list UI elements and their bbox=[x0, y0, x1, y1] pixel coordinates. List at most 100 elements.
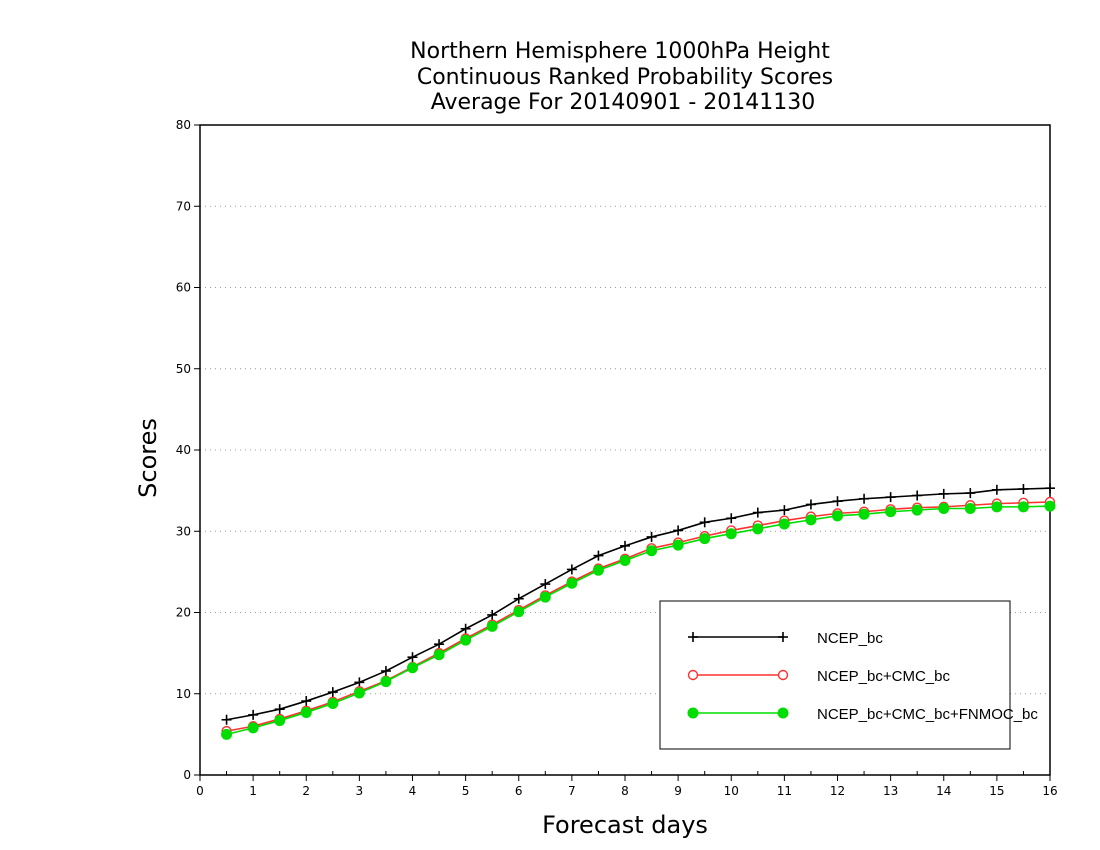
y-tick-label: 20 bbox=[176, 606, 191, 620]
chart-title-line-2: Continuous Ranked Probability Scores bbox=[417, 65, 833, 90]
x-tick-label: 1 bbox=[249, 784, 257, 798]
x-tick-label: 0 bbox=[196, 784, 204, 798]
data-point bbox=[486, 620, 498, 632]
y-axis-label: Scores bbox=[134, 418, 162, 498]
data-point bbox=[858, 508, 870, 520]
data-point bbox=[247, 722, 259, 734]
data-point bbox=[726, 513, 737, 524]
data-point bbox=[301, 696, 312, 707]
data-point bbox=[991, 484, 1002, 495]
data-point bbox=[805, 514, 817, 526]
data-point bbox=[912, 490, 923, 501]
data-point bbox=[885, 506, 897, 518]
data-point bbox=[752, 523, 764, 535]
data-point bbox=[407, 652, 418, 663]
data-point bbox=[300, 706, 312, 718]
x-tick-label: 8 bbox=[621, 784, 629, 798]
legend-marker bbox=[687, 707, 699, 719]
data-point bbox=[353, 687, 365, 699]
x-tick-label: 4 bbox=[409, 784, 417, 798]
data-point bbox=[487, 609, 498, 620]
data-point bbox=[566, 564, 577, 575]
legend-marker bbox=[688, 632, 698, 642]
chart-title-line-1: Northern Hemisphere 1000hPa Height bbox=[410, 39, 830, 64]
x-tick-label: 6 bbox=[515, 784, 523, 798]
data-point bbox=[221, 714, 232, 725]
chart-title-line-3: Average For 20140901 - 20141130 bbox=[431, 90, 816, 115]
data-point bbox=[380, 666, 391, 676]
legend-label: NCEP_bc+CMC_bc bbox=[817, 668, 950, 685]
data-point bbox=[354, 677, 365, 688]
data-point bbox=[540, 579, 551, 590]
data-point bbox=[513, 593, 524, 604]
y-tick-label: 40 bbox=[176, 443, 191, 457]
legend-marker bbox=[777, 707, 789, 719]
y-tick-label: 0 bbox=[183, 768, 191, 782]
data-point bbox=[513, 606, 525, 618]
data-point bbox=[646, 545, 658, 557]
data-point bbox=[620, 540, 630, 551]
data-point bbox=[805, 499, 816, 510]
data-point bbox=[911, 504, 923, 516]
y-tick-label: 70 bbox=[176, 199, 191, 213]
data-point bbox=[1044, 500, 1056, 512]
data-point bbox=[965, 488, 976, 499]
grid-lines bbox=[200, 205, 1050, 695]
data-point bbox=[1018, 484, 1029, 494]
y-tick-label: 80 bbox=[176, 118, 191, 132]
data-point bbox=[327, 698, 339, 709]
x-axis-label: Forecast days bbox=[542, 811, 708, 839]
series-1 bbox=[221, 483, 1055, 725]
data-point bbox=[885, 492, 896, 503]
legend-entries: NCEP_bc NCEP_bc+CMC_bc NCEP_bc+CMC_bc+FNMO… bbox=[687, 630, 1038, 723]
data-point bbox=[725, 528, 737, 540]
y-tick-label: 60 bbox=[176, 281, 191, 295]
series-3 bbox=[221, 500, 1056, 740]
data-point bbox=[779, 505, 790, 516]
data-point bbox=[859, 493, 870, 504]
y-tick-label: 10 bbox=[176, 687, 191, 701]
x-tick-label: 14 bbox=[936, 784, 951, 798]
data-point bbox=[327, 687, 338, 698]
x-tick-label: 12 bbox=[830, 784, 845, 798]
data-point bbox=[938, 488, 949, 499]
data-point bbox=[592, 564, 604, 576]
x-tick-label: 11 bbox=[777, 784, 792, 798]
data-point bbox=[964, 503, 976, 514]
data-point bbox=[619, 555, 631, 566]
x-tick-label: 16 bbox=[1042, 784, 1057, 798]
x-tick-label: 2 bbox=[302, 784, 310, 798]
data-point bbox=[646, 531, 657, 542]
data-point bbox=[460, 634, 472, 646]
data-point bbox=[991, 501, 1003, 513]
x-tick-label: 9 bbox=[674, 784, 682, 798]
legend: NCEP_bc NCEP_bc+CMC_bc NCEP_bc+CMC_bc+FNMO… bbox=[659, 600, 1038, 750]
data-point bbox=[778, 518, 790, 530]
data-point bbox=[938, 503, 950, 514]
data-point bbox=[434, 639, 445, 650]
x-tick-label: 7 bbox=[568, 784, 576, 798]
legend-label: NCEP_bc+CMC_bc+FNMOC_bc bbox=[817, 706, 1038, 723]
data-point bbox=[699, 517, 710, 528]
y-tick-label: 50 bbox=[176, 362, 191, 376]
data-point bbox=[832, 510, 843, 522]
data-point bbox=[380, 676, 392, 688]
data-point bbox=[593, 550, 604, 561]
data-point bbox=[1045, 483, 1055, 494]
x-tick-label: 15 bbox=[989, 784, 1004, 798]
legend-marker bbox=[778, 632, 788, 642]
legend-label: NCEP_bc bbox=[817, 630, 883, 647]
data-point bbox=[1017, 501, 1029, 513]
data-point bbox=[274, 704, 285, 715]
legend-marker bbox=[687, 669, 699, 681]
data-point bbox=[407, 662, 418, 674]
data-point bbox=[539, 591, 551, 603]
data-point bbox=[433, 649, 445, 661]
data-point bbox=[672, 539, 684, 551]
y-tick-label: 30 bbox=[176, 524, 191, 538]
x-tick-label: 13 bbox=[883, 784, 898, 798]
data-point bbox=[673, 525, 684, 536]
legend-entry-2: NCEP_bc+CMC_bc bbox=[687, 668, 950, 685]
legend-marker bbox=[777, 669, 789, 681]
